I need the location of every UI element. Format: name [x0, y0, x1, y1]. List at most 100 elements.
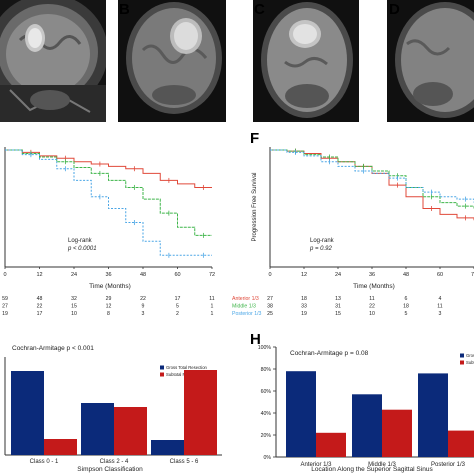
km-right-risk-value: 11: [369, 296, 374, 302]
km-right-risk-value: 3: [439, 311, 442, 317]
bar-left-category-label: Class 2 - 4: [100, 459, 129, 465]
km-right-risk-row-name: Middle 1/3: [232, 304, 256, 310]
km-right-risk-value: 6: [405, 296, 408, 302]
km-left-risk-value: 11: [209, 296, 214, 302]
km-right-risk-value: 18: [403, 304, 409, 310]
bar-right-legend-label: Gross T: [466, 353, 474, 358]
km-right-series-line-0: [270, 149, 474, 221]
km-right-risk-value: 38: [267, 304, 273, 310]
km-right-risk-value: 5: [405, 311, 408, 317]
km-right-x-tick-label: 0: [268, 272, 271, 278]
panel-label-c: C: [254, 1, 265, 18]
km-right-logrank-label: Log-rank: [310, 238, 335, 244]
km-left-x-tick-label: 12: [36, 272, 42, 278]
km-left-x-tick-label: 0: [3, 272, 6, 278]
bar-left-legend-swatch: [160, 372, 164, 377]
km-right-x-tick-label: 24: [335, 272, 341, 278]
bar-right-bar-gross-total: [286, 371, 316, 457]
km-right-y-label: Progression Free Survival: [252, 172, 258, 241]
km-right-series-line-2: [270, 149, 474, 203]
km-left-risk-value: 12: [106, 304, 112, 310]
bar-left-legend-swatch: [160, 365, 164, 370]
km-left-x-tick-label: 72: [209, 272, 215, 278]
bar-right-y-tick-label: 60%: [261, 389, 272, 395]
km-left-risk-value: 10: [71, 311, 77, 317]
bar-left-bar-subtotal: [184, 370, 217, 455]
km-right-x-tick-label: 60: [437, 272, 443, 278]
km-right-risk-value: 19: [301, 311, 307, 317]
km-left-risk-value: 22: [37, 304, 43, 310]
km-right-risk-row-name: Anterior 1/3: [232, 296, 259, 302]
bar-left-test-label: Cochran-Armitage p < 0.001: [12, 345, 94, 352]
bar-right-bar-subtotal: [316, 432, 346, 457]
km-left-risk-value: 29: [106, 296, 112, 302]
km-right-risk-value: 13: [335, 296, 341, 302]
km-right-logrank-p: p = 0.92: [309, 246, 333, 252]
bar-left-category-label: Class 0 - 1: [30, 459, 59, 465]
bar-left-legend-label: Subtotal Resection: [166, 372, 202, 377]
mri-c-graphic: [253, 0, 359, 122]
km-left-series-line-1: [5, 149, 212, 236]
km-left-logrank-label: Log-rank: [68, 238, 93, 244]
km-left-risk-value: 15: [71, 304, 77, 310]
bar-right-bar-subtotal: [448, 430, 474, 457]
bar-left-panel: Cochran-Armitage p < 0.001 Gross Total R…: [0, 335, 230, 474]
km-right-x-tick-label: 48: [403, 272, 409, 278]
bar-right-category-label: Posterior 1/3: [431, 462, 466, 468]
bar-right-legend-swatch: [460, 353, 464, 358]
km-right-risk-value: 22: [369, 304, 375, 310]
km-right-x-tick-label: 72: [471, 272, 474, 278]
km-left-risk-value: 2: [176, 311, 179, 317]
mri-image-a: [0, 0, 106, 122]
bar-left-chart: Cochran-Armitage p < 0.001 Gross Total R…: [4, 345, 222, 473]
panel-label-f: F: [250, 130, 260, 147]
bar-right-category-label: Middle 1/3: [368, 462, 396, 468]
bar-right-bar-subtotal: [382, 409, 412, 457]
bar-right-y-tick-label: 40%: [261, 411, 272, 417]
km-left-series-line-0: [5, 149, 212, 188]
km-left-risk-value: 8: [107, 311, 110, 317]
mri-image-d: [387, 0, 474, 122]
km-right-risk-row-name: Posterior 1/3: [232, 311, 262, 317]
km-left-risk-value: 48: [37, 296, 43, 302]
km-left-risk-value: 17: [37, 311, 43, 317]
bar-left-category-label: Class 5 - 6: [170, 459, 199, 465]
km-right-risk-value: 15: [335, 311, 341, 317]
bar-left-bar-gross-total: [81, 403, 114, 455]
km-left-risk-value: 22: [140, 296, 146, 302]
bar-right-legend-label: Subtotal: [466, 360, 474, 365]
bar-right-chart: 100% 80% 60% 40% 20% 0% Cochran-Armitage p = …: [258, 345, 474, 473]
bar-right-y-tick-label: 20%: [261, 433, 272, 439]
km-left-risk-value: 9: [142, 304, 145, 310]
km-right-x-tick-label: 12: [301, 272, 307, 278]
bar-left-bar-gross-total: [11, 371, 44, 455]
km-right-risk-value: 18: [301, 296, 307, 302]
km-left-risk-value: 59: [2, 296, 8, 302]
mri-image-b: [118, 0, 226, 122]
bar-right-y-tick-label: 100%: [258, 345, 272, 351]
km-right-risk-value: 10: [369, 311, 375, 317]
mri-image-c: [253, 0, 359, 122]
km-left-risk-value: 5: [176, 304, 179, 310]
km-left-x-tick-label: 24: [71, 272, 77, 278]
km-left-x-tick-label: 48: [140, 272, 146, 278]
mri-d-graphic: [387, 0, 474, 122]
bar-left-legend-label: Gross Total Resection: [166, 365, 208, 370]
panel-label-b: B: [119, 1, 130, 18]
km-left-x-label: Time (Months): [89, 283, 131, 290]
km-right-risk-value: 31: [335, 304, 341, 310]
km-left-risk-value: 27: [2, 304, 8, 310]
bar-right-bar-gross-total: [418, 373, 448, 457]
km-left-logrank-p: p < 0.0001: [67, 246, 97, 252]
bar-right-category-label: Anterior 1/3: [300, 462, 332, 468]
bar-left-bar-subtotal: [114, 407, 147, 455]
km-left-risk-value: 32: [71, 296, 77, 302]
mri-b-graphic: [118, 0, 226, 122]
bar-left-bar-subtotal: [44, 439, 77, 455]
km-left-risk-value: 3: [142, 311, 145, 317]
km-left-risk-value: 1: [211, 304, 214, 310]
bar-right-y-tick-label: 0%: [264, 455, 272, 461]
bar-right-y-tick-label: 80%: [261, 367, 272, 373]
mri-a-graphic: [0, 0, 106, 122]
